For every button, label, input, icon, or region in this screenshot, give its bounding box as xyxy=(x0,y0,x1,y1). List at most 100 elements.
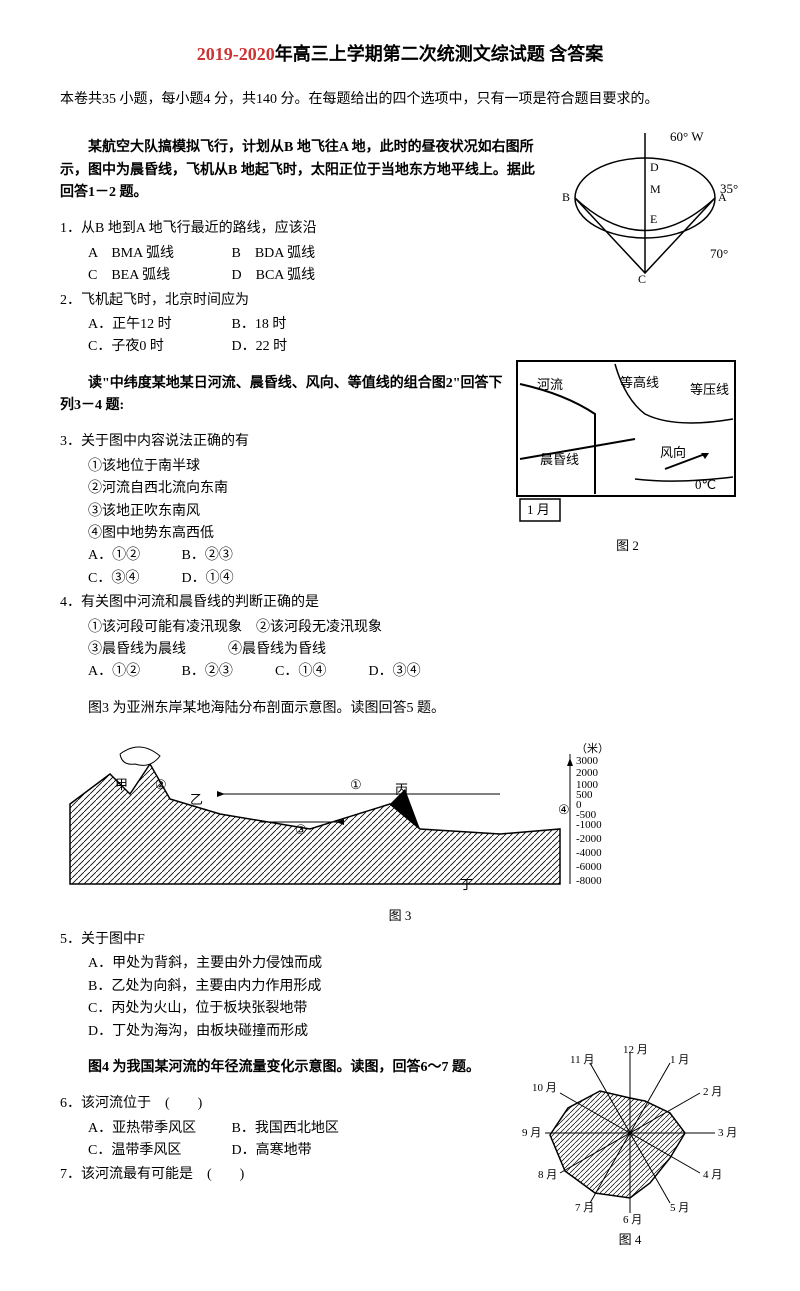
q1-opt-a: A BMA 弧线 xyxy=(88,243,228,265)
q4-statements: ①该河段可能有凌汛现象 ②该河段无凌汛现象 ③晨昏线为晨线 ④晨昏线为昏线 xyxy=(88,617,507,662)
q5-opt-a: A．甲处为背斜，主要由外力侵蚀而成 xyxy=(88,953,740,975)
q1-opt-d: D BCA 弧线 xyxy=(232,265,372,287)
q6-options: A．亚热带季风区 B．我国西北地区 C．温带季风区 D．高寒地带 xyxy=(88,1118,512,1163)
fig1-m: M xyxy=(650,182,661,196)
fig3-jia: 甲 xyxy=(115,777,128,792)
figure-4: 12 月 1 月 2 月 3 月 4 月 5 月 6 月 7 月 8 月 9 月… xyxy=(520,1043,740,1251)
q3-statements: ①该地位于南半球 ②河流自西北流向东南 ③该地正吹东南风 ④图中地势东高西低 A… xyxy=(88,456,507,590)
q2-opt-d: D．22 时 xyxy=(232,336,372,358)
q3-s2: ②河流自西北流向东南 xyxy=(88,478,507,500)
q3-opt-c: C．③④ xyxy=(88,568,178,590)
fig3-caption: 图 3 xyxy=(60,906,740,927)
question-4: 4．有关图中河流和晨昏线的判断正确的是 xyxy=(60,592,507,614)
q2-opt-a: A．正午12 时 xyxy=(88,314,228,336)
q4-opt-d: D．③④ xyxy=(369,661,459,683)
fig3-n3: ③ xyxy=(295,822,307,837)
fig4-m6: 6 月 xyxy=(623,1214,642,1226)
q4-options: A．①② B．②③ C．①④ D．③④ xyxy=(88,661,507,683)
q2-options: A．正午12 时 B．18 时 C．子夜0 时 D．22 时 xyxy=(88,314,542,359)
question-1: 1．从B 地到A 地飞行最近的路线，应该沿 xyxy=(60,218,542,240)
q3-s4: ④图中地势东高西低 xyxy=(88,523,507,545)
fig4-m10: 10 月 xyxy=(532,1082,557,1094)
fig4-m7: 7 月 xyxy=(575,1202,594,1214)
fig2-isobar: 等压线 xyxy=(690,382,729,397)
scenario-2: 读"中纬度某地某日河流、晨昏线、风向、等值线的组合图2"回答下列3－4 题: xyxy=(60,373,507,418)
fig3-bing: 丙 xyxy=(395,782,408,797)
fig3-y9: -6000 xyxy=(576,861,602,873)
fig1-a: A xyxy=(718,190,727,204)
fig2-terminator: 晨昏线 xyxy=(540,452,579,467)
fig3-y7: -2000 xyxy=(576,833,602,845)
q3-opt-b: B．②③ xyxy=(182,545,272,567)
figure-2: 河流 等高线 等压线 晨昏线 风向 0℃ 1 月 图 2 xyxy=(515,359,740,557)
fig3-y1: 2000 xyxy=(576,767,599,779)
fig1-lon: 60° W xyxy=(670,129,704,144)
question-2: 2．飞机起飞时，北京时间应为 xyxy=(60,290,542,312)
fig3-n1: ① xyxy=(350,777,362,792)
fig1-b: B xyxy=(562,190,570,204)
fig3-y0: 3000 xyxy=(576,755,599,767)
q2-opt-b: B．18 时 xyxy=(232,314,372,336)
q4-s4: ④晨昏线为昏线 xyxy=(228,642,326,657)
q6-opt-b: B．我国西北地区 xyxy=(232,1118,372,1140)
fig4-m1: 1 月 xyxy=(670,1054,689,1066)
q6-opt-d: D．高寒地带 xyxy=(232,1140,372,1162)
q1-options: A BMA 弧线 B BDA 弧线 C BEA 弧线 D BCA 弧线 xyxy=(88,243,542,288)
fig1-d: D xyxy=(650,160,659,174)
q4-opt-c: C．①④ xyxy=(275,661,365,683)
figure-1: 60° W 35° 70° D M B A E C xyxy=(550,123,740,283)
fig3-n2: ② xyxy=(155,777,167,792)
fig2-month: 1 月 xyxy=(527,502,550,517)
fig3-y6: -1000 xyxy=(576,819,602,831)
question-3: 3．关于图中内容说法正确的有 xyxy=(60,431,507,453)
title-year: 2019-2020 xyxy=(197,44,275,64)
q1-opt-c: C BEA 弧线 xyxy=(88,265,228,287)
q4-s3: ③晨昏线为晨线 xyxy=(88,642,186,657)
q6-opt-c: C．温带季风区 xyxy=(88,1140,228,1162)
fig3-yi: 乙 xyxy=(190,792,203,807)
fig4-m11: 11 月 xyxy=(570,1054,594,1066)
q4-s2: ②该河段无凌汛现象 xyxy=(256,620,382,635)
fig3-ding: 丁 xyxy=(460,877,473,892)
q4-s1: ①该河段可能有凌汛现象 xyxy=(88,620,242,635)
question-6: 6．该河流位于 ( ) xyxy=(60,1093,512,1115)
q5-opt-c: C．丙处为火山，位于板块张裂地带 xyxy=(88,998,740,1020)
fig3-unit: （米） xyxy=(576,742,609,755)
q4-opt-a: A．①② xyxy=(88,661,178,683)
fig2-caption: 图 2 xyxy=(515,536,740,557)
fig4-m12: 12 月 xyxy=(623,1044,648,1056)
question-5: 5．关于图中F xyxy=(60,929,740,951)
fig1-lat2: 70° xyxy=(710,246,728,261)
fig2-contour: 等高线 xyxy=(620,375,659,390)
page-title: 2019-2020年高三上学期第二次统测文综试题 含答案 xyxy=(60,40,740,69)
fig4-m9: 9 月 xyxy=(522,1127,541,1139)
fig2-river: 河流 xyxy=(537,377,563,392)
fig3-y10: -8000 xyxy=(576,875,602,887)
q3-s1: ①该地位于南半球 xyxy=(88,456,507,478)
fig4-m4: 4 月 xyxy=(703,1169,722,1181)
scenario-3: 图3 为亚洲东岸某地海陆分布剖面示意图。读图回答5 题。 xyxy=(60,698,740,720)
fig2-wind: 风向 xyxy=(660,445,686,460)
intro-text: 本卷共35 小题，每小题4 分，共140 分。在每题给出的四个选项中，只有一项是… xyxy=(60,89,740,111)
q5-opt-b: B．乙处为向斜，主要由内力作用形成 xyxy=(88,976,740,998)
q2-opt-c: C．子夜0 时 xyxy=(88,336,228,358)
q5-options: A．甲处为背斜，主要由外力侵蚀而成 B．乙处为向斜，主要由内力作用形成 C．丙处… xyxy=(88,953,740,1043)
title-main: 年高三上学期第二次统测文综试题 含答案 xyxy=(275,44,604,64)
fig3-n4: ④ xyxy=(558,802,570,817)
fig4-m5: 5 月 xyxy=(670,1202,689,1214)
q4-opt-b: B．②③ xyxy=(182,661,272,683)
fig4-caption: 图 4 xyxy=(520,1230,740,1251)
q1-opt-b: B BDA 弧线 xyxy=(232,243,372,265)
q3-s3: ③该地正吹东南风 xyxy=(88,501,507,523)
scenario-1: 某航空大队搞模拟飞行，计划从B 地飞往A 地，此时的昼夜状况如右图所示，图中为晨… xyxy=(60,137,542,204)
fig4-m3: 3 月 xyxy=(718,1127,737,1139)
fig2-temp: 0℃ xyxy=(695,477,716,492)
fig4-m2: 2 月 xyxy=(703,1086,722,1098)
fig1-c: C xyxy=(638,272,646,283)
scenario-4: 图4 为我国某河流的年径流量变化示意图。读图，回答6～7 题。 xyxy=(60,1057,512,1079)
question-7: 7．该河流最有可能是 ( ) xyxy=(60,1164,512,1186)
fig3-y8: -4000 xyxy=(576,847,602,859)
q5-opt-d: D．丁处为海沟，由板块碰撞而形成 xyxy=(88,1021,740,1043)
fig1-e: E xyxy=(650,212,657,226)
figure-3: （米） 3000 2000 1000 500 0 -500 -1000 -200… xyxy=(60,734,740,927)
